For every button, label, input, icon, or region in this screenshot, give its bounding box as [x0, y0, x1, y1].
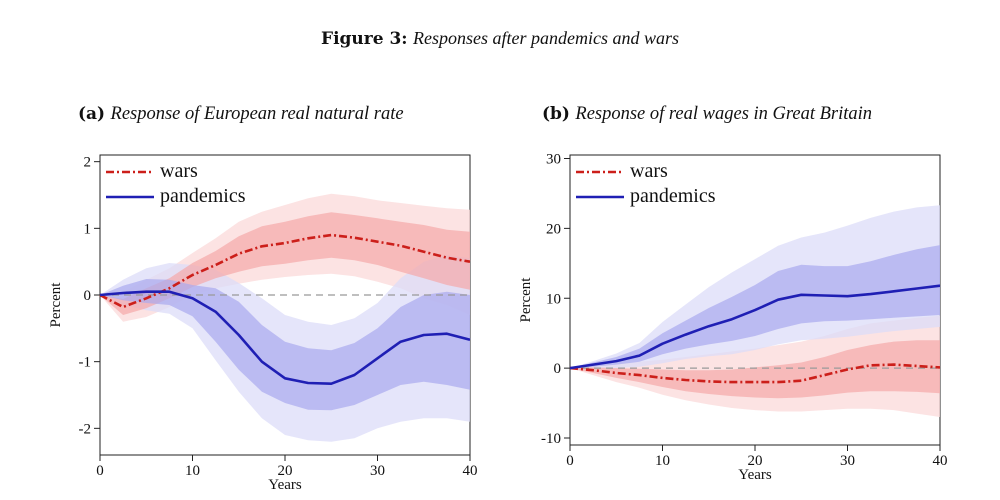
- y-tick-label: 2: [84, 155, 92, 171]
- y-tick-label: -2: [79, 421, 92, 437]
- x-tick-label: 20: [278, 463, 293, 479]
- y-tick-label: 20: [546, 221, 561, 237]
- wars-band-inner: [570, 340, 940, 399]
- legend: wars pandemics: [106, 160, 246, 207]
- y-tick-label: -1: [79, 355, 92, 371]
- panel-b-title: (b) Response of real wages in Great Brit…: [542, 104, 872, 125]
- x-tick-label: 10: [185, 463, 200, 479]
- x-tick-label: 30: [370, 463, 385, 479]
- wars-band-inner: [100, 212, 470, 315]
- y-tick-label: 1: [84, 221, 92, 237]
- x-axis-label: Years: [738, 467, 772, 483]
- legend: wars pandemics: [576, 160, 716, 207]
- y-tick-label: 0: [84, 288, 92, 304]
- x-tick-label: 10: [655, 453, 670, 469]
- pandemics-line: [569, 284, 941, 370]
- panel-a-tag: (a): [78, 104, 106, 124]
- figure-label: Figure 3:: [321, 29, 408, 49]
- pandemics-band-inner: [100, 279, 470, 411]
- legend-wars-label: wars: [630, 160, 668, 182]
- pandemics-band-inner: [570, 245, 940, 369]
- wars-line: [569, 363, 941, 384]
- figure-title: Figure 3: Responses after pandemics and …: [0, 28, 1000, 49]
- legend-pandemics-label: pandemics: [630, 185, 716, 207]
- x-tick-label: 0: [96, 463, 104, 479]
- panel-b-caption: Response of real wages in Great Britain: [575, 104, 873, 124]
- y-axis-label: Percent: [48, 282, 64, 328]
- legend-wars-label: wars: [160, 160, 198, 182]
- panel-a-title: (a) Response of European real natural ra…: [78, 104, 404, 125]
- x-tick-label: 40: [463, 463, 478, 479]
- x-axis-label: Years: [268, 477, 302, 493]
- legend-pandemics-label: pandemics: [160, 185, 246, 207]
- x-tick-label: 40: [933, 453, 948, 469]
- pandemics-line: [99, 290, 471, 386]
- y-tick-label: 10: [546, 291, 561, 307]
- panel-a-caption: Response of European real natural rate: [110, 104, 404, 124]
- y-tick-label: 30: [546, 151, 561, 167]
- x-tick-label: 0: [566, 453, 574, 469]
- x-tick-label: 20: [748, 453, 763, 469]
- panel-b-tag: (b): [542, 104, 570, 124]
- figure-caption: Responses after pandemics and wars: [413, 28, 679, 48]
- y-axis-label: Percent: [518, 277, 534, 323]
- chart-panel-1: -10 0 10 20 30 0 10 20 30 40 Years Percent wars pande…: [518, 151, 948, 483]
- y-tick-label: -10: [541, 431, 561, 447]
- y-tick-label: 0: [554, 361, 562, 377]
- x-tick-label: 30: [840, 453, 855, 469]
